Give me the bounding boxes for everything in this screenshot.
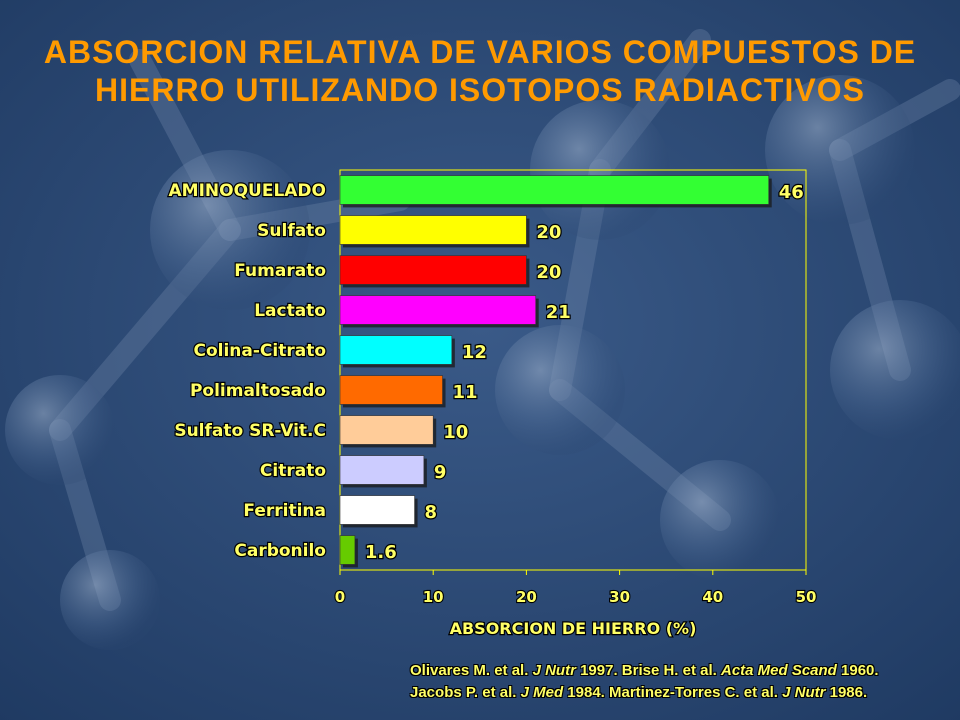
- reference-text: 1960.: [836, 662, 879, 679]
- value-label: 10: [443, 422, 468, 443]
- value-label: 1.6: [365, 542, 397, 563]
- plot-area-border: [339, 169, 807, 571]
- reference-line-1: Olivares M. et al. J Nutr 1997. Brise H.…: [410, 660, 950, 682]
- journal-name: Acta Med Scand: [720, 662, 837, 679]
- x-tick-label: 40: [702, 588, 723, 606]
- value-label: 46: [779, 182, 804, 203]
- category-label: Sulfato SR-Vit.C: [174, 421, 326, 441]
- slide-title-line2: HIERRO UTILIZANDO ISOTOPOS RADIACTIVOS: [95, 72, 865, 108]
- reference-line-2: Jacobs P. et al. J Med 1984. Martinez-To…: [410, 682, 950, 704]
- category-label: Fumarato: [234, 261, 326, 281]
- bar: [339, 495, 415, 525]
- category-label: AMINOQUELADO: [169, 181, 327, 201]
- x-tick-label: 50: [796, 588, 817, 606]
- category-label: Polimaltosado: [190, 381, 326, 401]
- reference-text: Olivares M. et al.: [410, 662, 533, 679]
- slide-title-line1: ABSORCION RELATIVA DE VARIOS COMPUESTOS …: [43, 34, 917, 70]
- bar: [339, 455, 425, 485]
- value-label: 20: [536, 222, 561, 243]
- value-label: 21: [546, 302, 571, 323]
- journal-name: J Nutr: [532, 662, 576, 679]
- bar: [339, 535, 356, 565]
- x-tick-label: 20: [516, 588, 537, 606]
- x-tick-label: 0: [335, 588, 345, 606]
- bar: [339, 335, 453, 365]
- category-label: Citrato: [260, 461, 326, 481]
- bar: [339, 215, 527, 245]
- value-label: 8: [425, 502, 438, 523]
- category-label: Lactato: [254, 301, 326, 321]
- x-tick-label: 30: [609, 588, 630, 606]
- journal-name: J Nutr: [782, 684, 826, 701]
- bar: [339, 375, 443, 405]
- reference-text: 1997. Brise H. et al.: [575, 662, 721, 679]
- bar: [339, 295, 537, 325]
- bar: [339, 175, 770, 205]
- bar: [339, 255, 527, 285]
- x-tick-label: 10: [423, 588, 444, 606]
- bar: [339, 415, 434, 445]
- value-label: 20: [536, 262, 561, 283]
- reference-text: 1986.: [825, 684, 868, 701]
- reference-text: 1984. Martinez-Torres C. et al.: [563, 684, 783, 701]
- references: Olivares M. et al. J Nutr 1997. Brise H.…: [410, 660, 950, 704]
- value-label: 11: [453, 382, 478, 403]
- value-label: 9: [434, 462, 447, 483]
- value-label: 12: [462, 342, 487, 363]
- x-axis-title: ABSORCION DE HIERRO (%): [450, 619, 697, 638]
- category-label: Colina-Citrato: [193, 341, 326, 361]
- category-label: Sulfato: [257, 221, 326, 241]
- category-label: Ferritina: [243, 501, 326, 521]
- journal-name: J Med: [520, 684, 564, 701]
- reference-text: Jacobs P. et al.: [410, 684, 521, 701]
- category-label: Carbonilo: [234, 541, 326, 561]
